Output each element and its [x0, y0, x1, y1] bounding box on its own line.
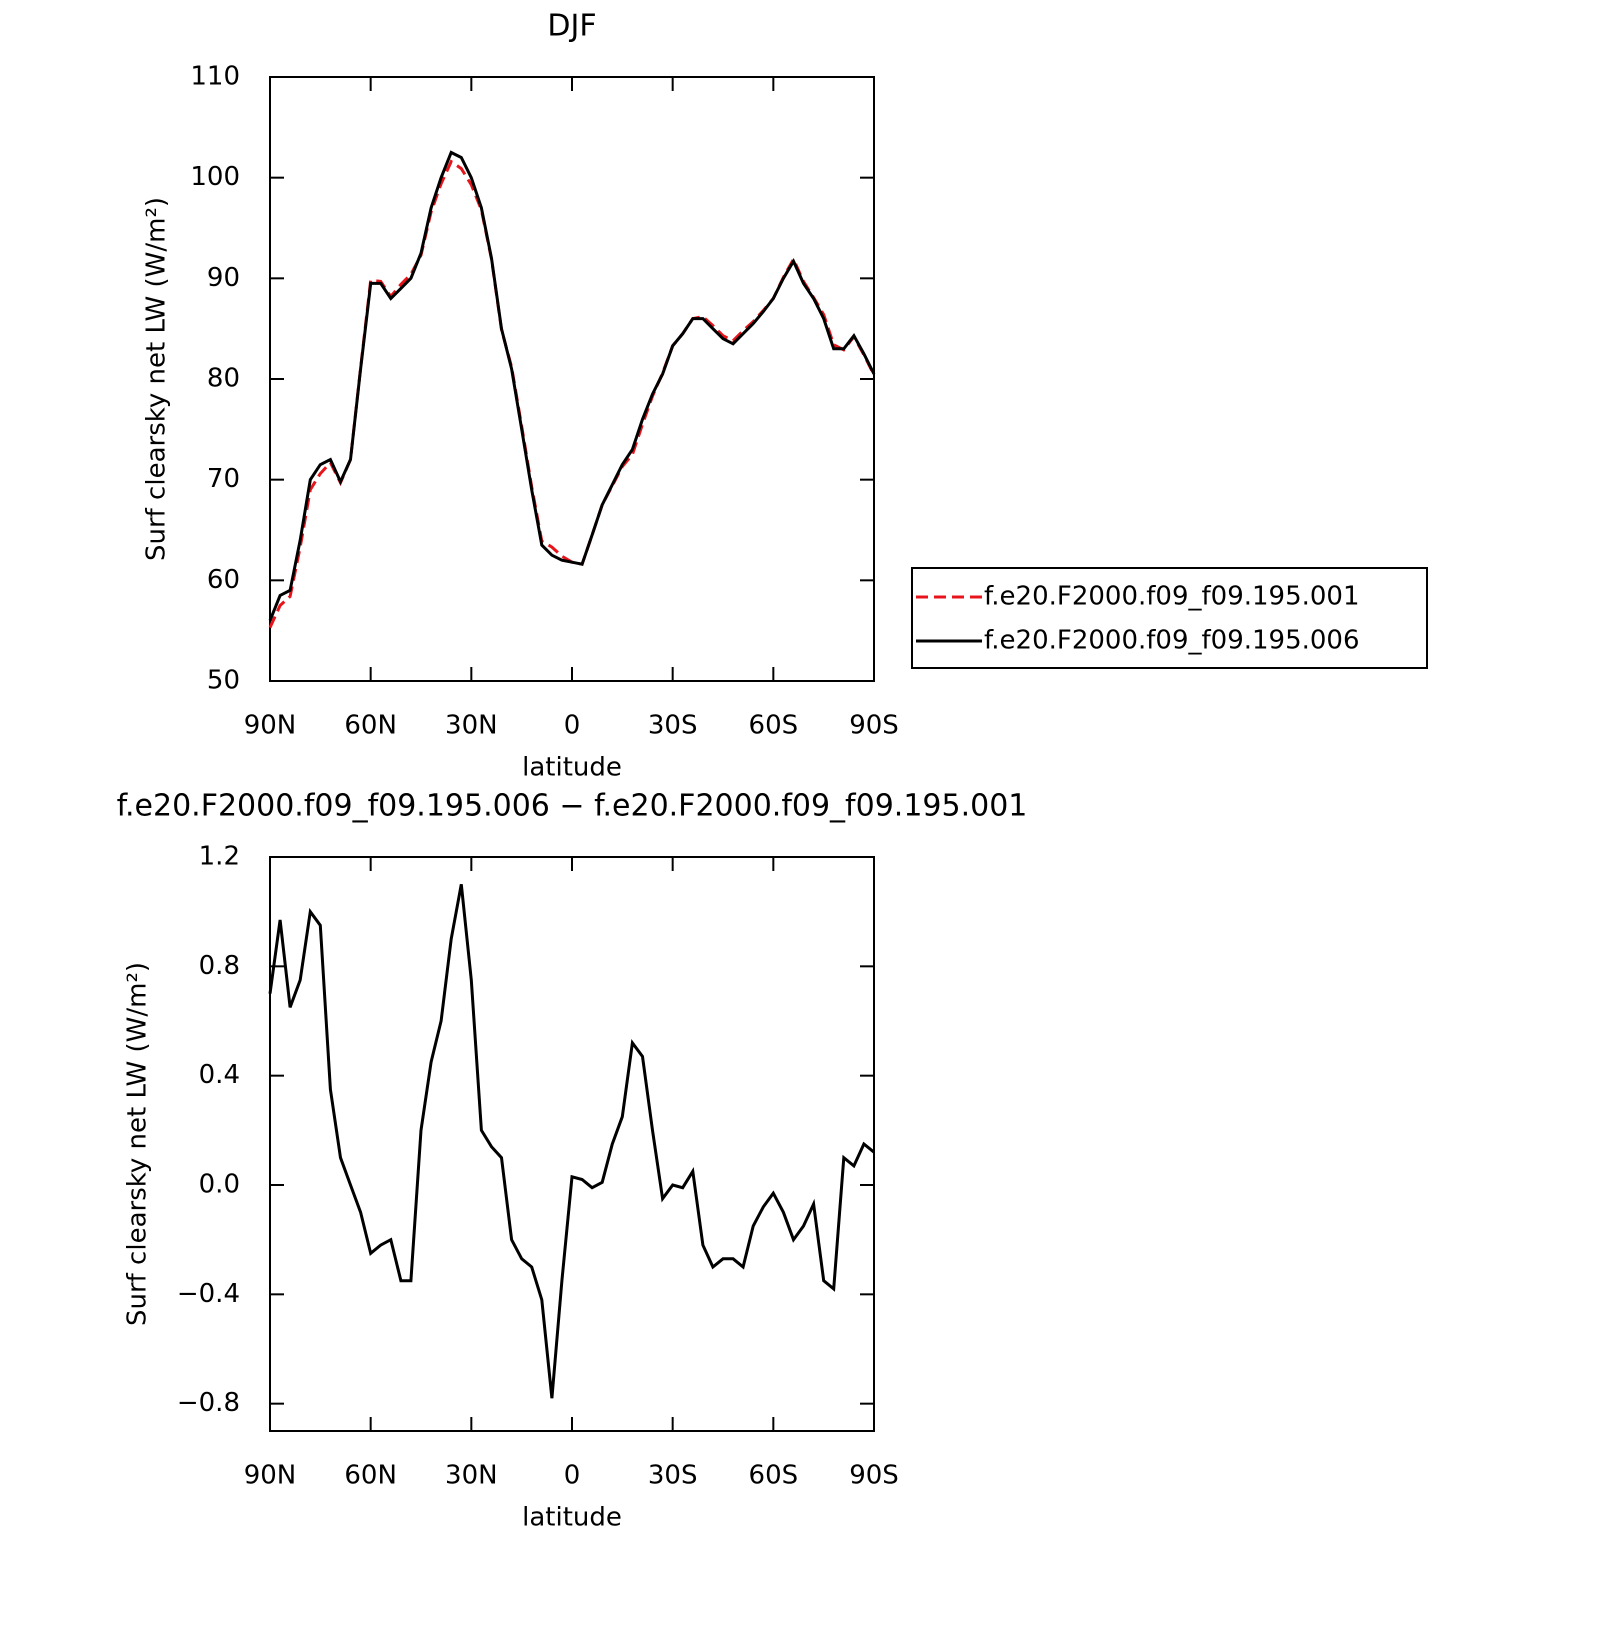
y-tick-label: 70 [207, 464, 240, 494]
chart-title: DJF [547, 9, 596, 44]
y-tick-label: 0.8 [199, 951, 240, 981]
x-tick-label: 0 [564, 1461, 581, 1491]
x-tick-label: 30N [445, 711, 498, 741]
y-tick-label: 50 [207, 666, 240, 696]
y-tick-label: 110 [190, 62, 240, 92]
x-tick-label: 90N [244, 1461, 297, 1491]
y-tick-label: 0.4 [199, 1060, 240, 1090]
x-tick-label: 90N [244, 711, 297, 741]
y-tick-label: −0.8 [177, 1388, 240, 1418]
y-axis-label: Surf clearsky net LW (W/m²) [142, 197, 172, 561]
y-tick-label: −0.4 [177, 1279, 240, 1309]
y-tick-label: 80 [207, 364, 240, 394]
y-tick-label: 1.2 [199, 842, 240, 872]
chart-title: f.e20.F2000.f09_f09.195.006 − f.e20.F200… [117, 789, 1028, 824]
y-tick-label: 100 [190, 162, 240, 192]
x-tick-label: 30S [648, 1461, 698, 1491]
series-line [268, 150, 876, 622]
x-tick-label: 90S [849, 711, 899, 741]
plot-frame [269, 856, 875, 1432]
y-axis-label: Surf clearsky net LW (W/m²) [123, 962, 153, 1326]
x-tick-label: 30N [445, 1461, 498, 1491]
x-tick-label: 60S [749, 711, 799, 741]
x-tick-label: 0 [564, 711, 581, 741]
x-tick-label: 60S [749, 1461, 799, 1491]
x-axis-label: latitude [522, 753, 622, 783]
series-line [268, 159, 876, 629]
legend-label: f.e20.F2000.f09_f09.195.001 [984, 582, 1360, 612]
x-tick-label: 60N [344, 711, 397, 741]
x-axis-label: latitude [522, 1503, 622, 1533]
y-tick-label: 60 [207, 565, 240, 595]
series-line [268, 884, 875, 1399]
x-tick-label: 90S [849, 1461, 899, 1491]
x-tick-label: 30S [648, 711, 698, 741]
legend-box [911, 567, 1428, 669]
legend-label: f.e20.F2000.f09_f09.195.006 [984, 626, 1360, 656]
x-tick-label: 60N [344, 1461, 397, 1491]
y-tick-label: 0.0 [199, 1170, 240, 1200]
y-tick-label: 90 [207, 263, 240, 293]
